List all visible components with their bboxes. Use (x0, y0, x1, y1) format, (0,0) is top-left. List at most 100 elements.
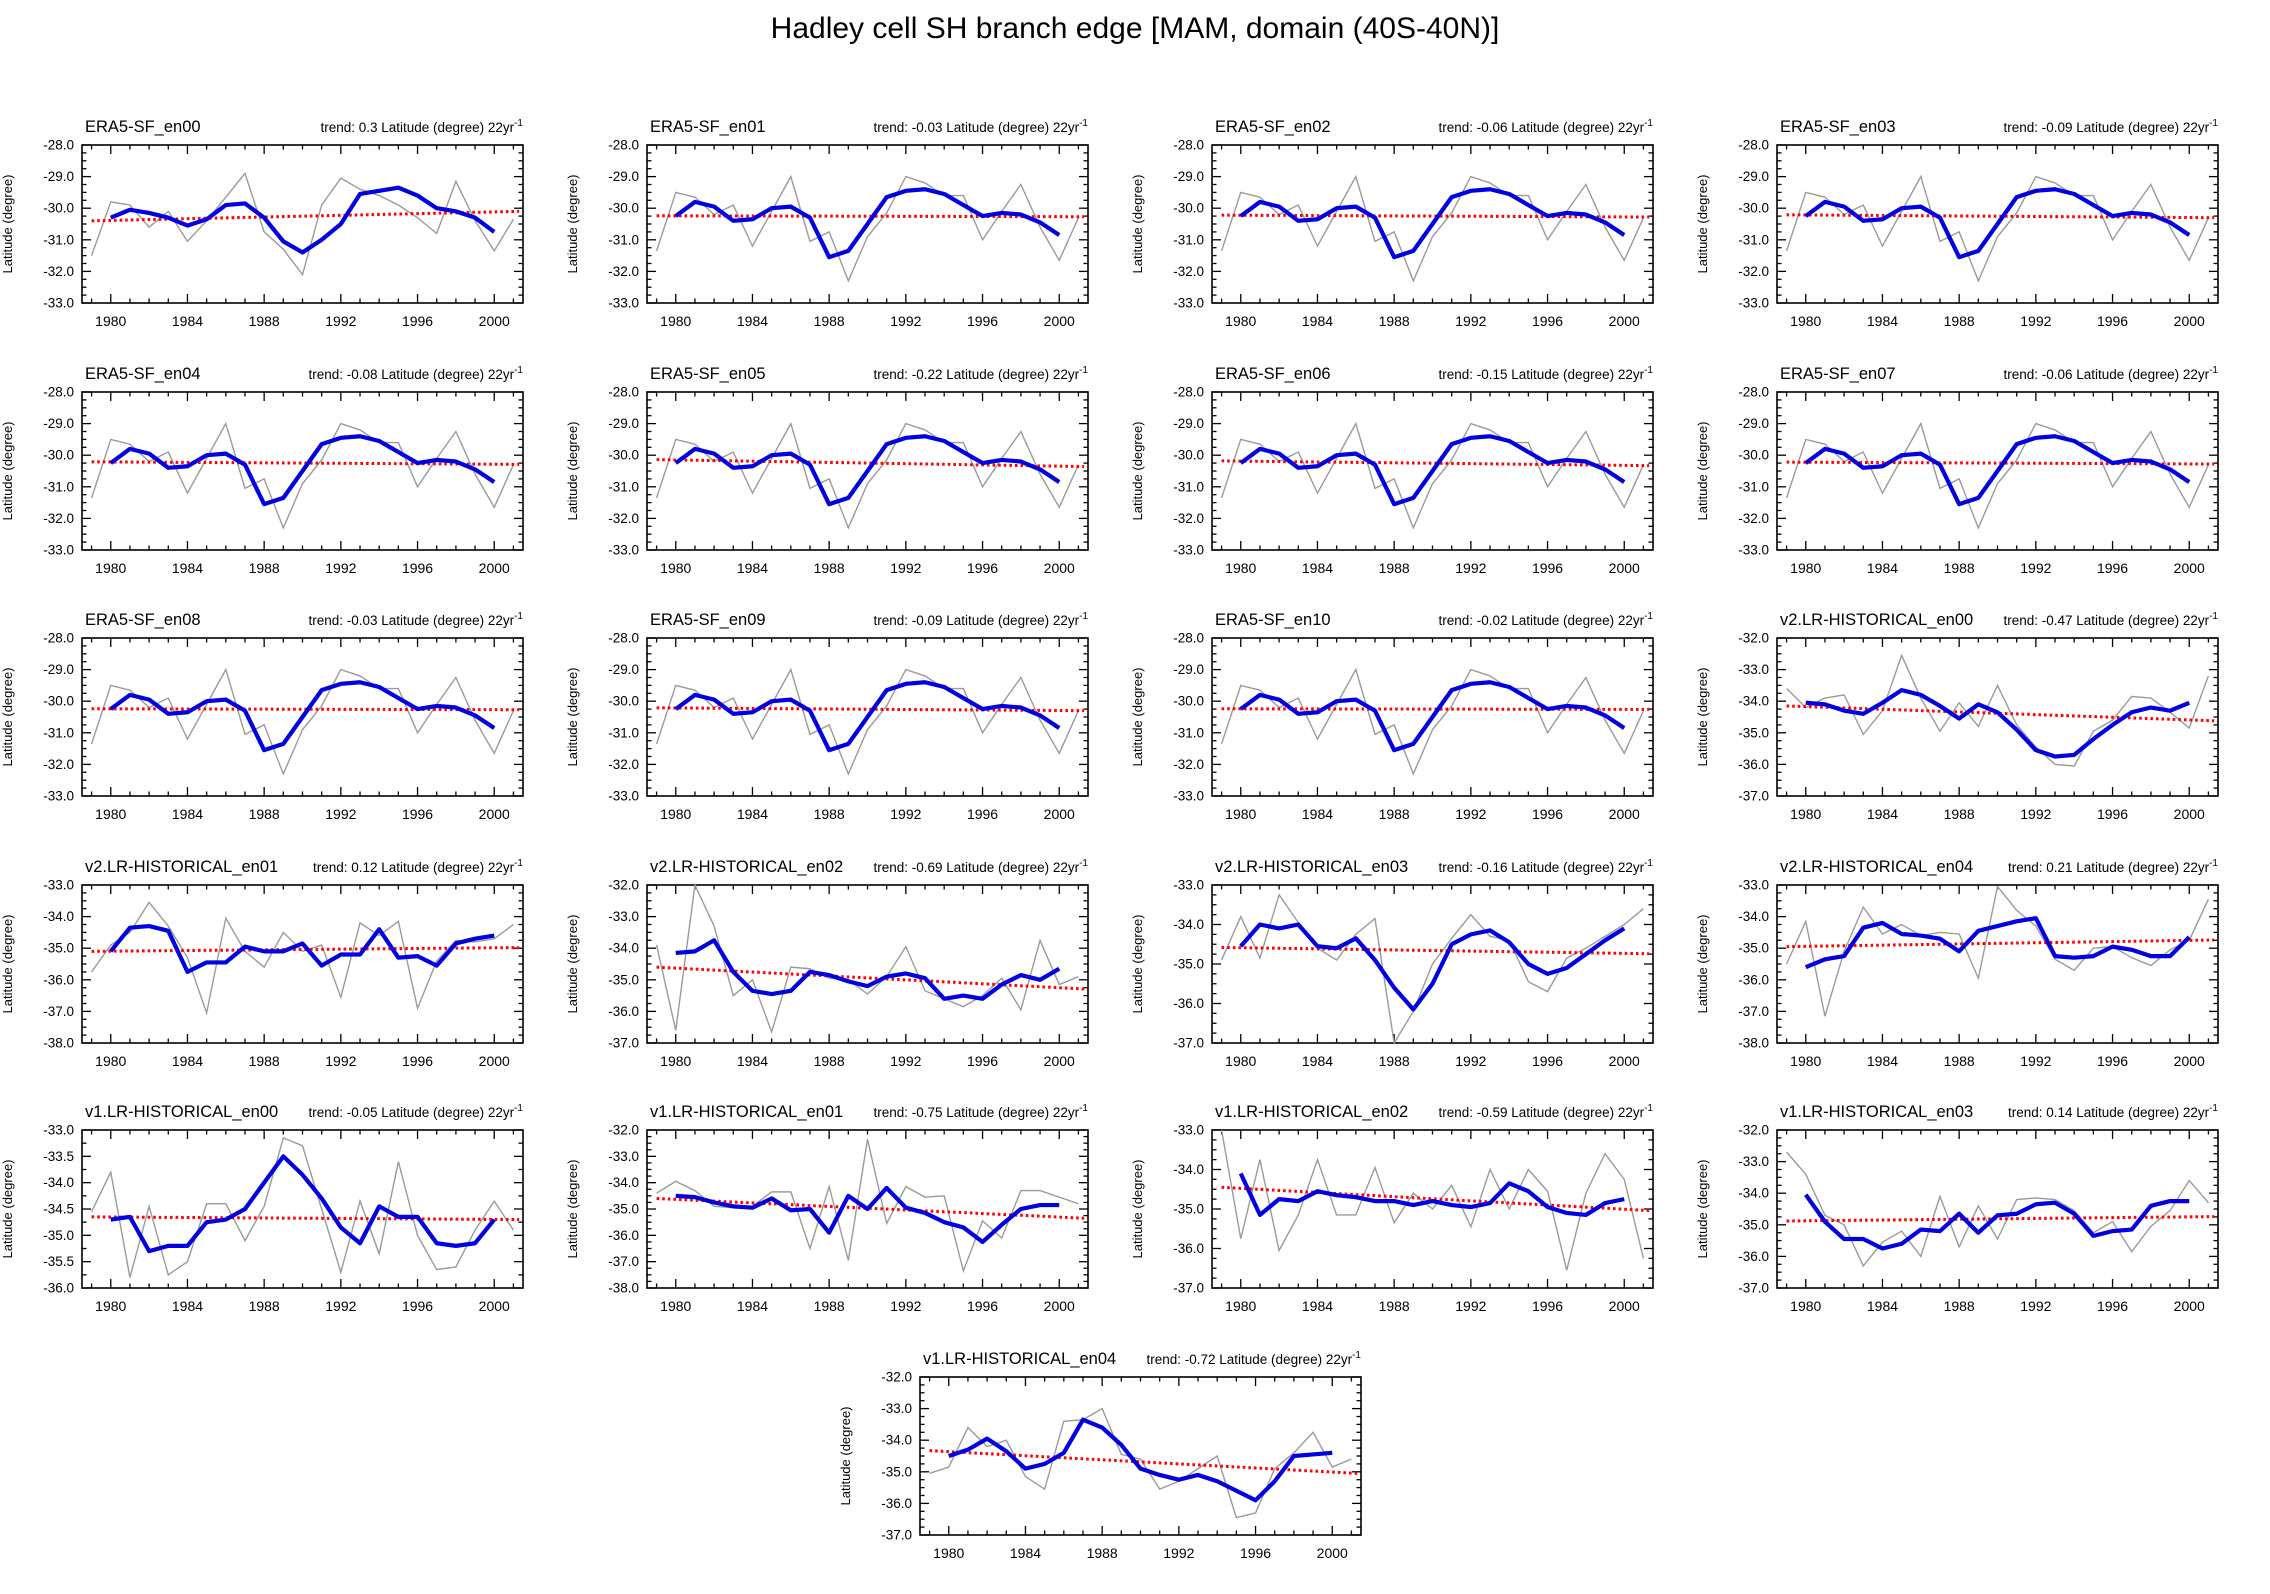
x-tick-label: 2000 (1609, 806, 1640, 822)
y-axis-label: Latitude (degree) (565, 667, 580, 766)
trend-line (1221, 213, 1650, 219)
x-tick-label: 1988 (1944, 313, 1975, 329)
plot-box (81, 144, 524, 304)
smoothed-line (109, 185, 496, 255)
panel-trend-label: trend: -0.15 Latitude (degree) 22yr-1 (1438, 365, 1653, 382)
x-tick-label: 1984 (1302, 806, 1333, 822)
x-tick-label: 2000 (2174, 560, 2205, 576)
smoothed-line (1239, 680, 1626, 753)
y-tick-label: -31.0 (608, 232, 639, 247)
x-tick-label: 1996 (2097, 313, 2128, 329)
panel-trend-label: trend: 0.12 Latitude (degree) 22yr-1 (313, 858, 523, 875)
y-tick-label: -31.0 (43, 725, 74, 740)
y-tick-label: -33.0 (1173, 296, 1204, 311)
y-tick-label: -35.0 (1738, 941, 1769, 956)
y-tick-label: -32.0 (43, 511, 74, 526)
panel-trend-label: trend: -0.03 Latitude (degree) 22yr-1 (873, 118, 1088, 135)
x-tick-label: 1992 (890, 560, 921, 576)
y-axis-label: Latitude (degree) (1695, 1159, 1710, 1258)
smoothed-line (674, 187, 1061, 260)
x-tick-label: 1984 (1302, 1298, 1333, 1314)
smoothed-line (109, 434, 496, 507)
x-tick-label: 1996 (967, 1053, 998, 1069)
y-tick-label: -36.0 (1173, 1241, 1204, 1256)
x-tick-label: 1980 (1790, 313, 1821, 329)
x-tick-label: 1992 (1163, 1545, 1194, 1561)
y-tick-label: -33.0 (1738, 543, 1769, 558)
panel-chart: ERA5-SF_en04 trend: -0.08 Latitude (degre… (0, 365, 524, 576)
x-tick-label: 1980 (933, 1545, 964, 1561)
smoothed-line (1239, 434, 1626, 507)
y-tick-label: -36.0 (1738, 757, 1769, 772)
smoothed-line (1804, 1193, 2190, 1251)
y-tick-label: -36.0 (43, 1281, 74, 1296)
x-tick-label: 1996 (1532, 1298, 1563, 1314)
x-tick-label: 1996 (1532, 560, 1563, 576)
panel-v1.LR-HISTORICAL_en02: v1.LR-HISTORICAL_en02 trend: -0.59 Latitu… (1112, 1095, 1677, 1330)
x-tick-label: 1988 (1944, 806, 1975, 822)
x-tick-label: 1996 (967, 806, 998, 822)
trend-line (1221, 1185, 1650, 1213)
smoothed-line (109, 923, 495, 975)
y-tick-label: -30.0 (43, 201, 74, 216)
y-tick-label: -29.0 (608, 662, 639, 677)
panel-chart: ERA5-SF_en08 trend: -0.03 Latitude (degre… (0, 611, 524, 822)
x-tick-label: 1992 (890, 1298, 921, 1314)
y-tick-label: -34.0 (43, 909, 74, 924)
x-tick-label: 1980 (660, 560, 691, 576)
y-tick-label: -29.0 (1173, 416, 1204, 431)
panel-title: ERA5-SF_en02 (1215, 118, 1331, 136)
y-tick-label: -31.0 (43, 232, 74, 247)
panel-ERA5-SF_en03: ERA5-SF_en03 trend: -0.09 Latitude (degre… (1677, 110, 2242, 345)
panel-title: ERA5-SF_en05 (650, 365, 766, 383)
x-tick-label: 1988 (1087, 1545, 1118, 1561)
y-tick-label: -34.0 (1173, 1162, 1204, 1177)
panel-v2.LR-HISTORICAL_en04: v2.LR-HISTORICAL_en04 trend: 0.21 Latitud… (1677, 850, 2242, 1085)
y-tick-label: -36.0 (881, 1496, 912, 1511)
panel-title: v1.LR-HISTORICAL_en01 (650, 1103, 843, 1121)
trend-line (1786, 1215, 2215, 1223)
y-tick-label: -33.0 (43, 1123, 74, 1138)
y-tick-label: -33.0 (608, 909, 639, 924)
x-tick-label: 1980 (660, 313, 691, 329)
y-tick-label: -36.0 (1173, 996, 1204, 1011)
panel-chart: v1.LR-HISTORICAL_en02 trend: -0.59 Latitu… (1130, 1103, 1654, 1314)
panel-chart: v1.LR-HISTORICAL_en04 trend: -0.72 Latitu… (838, 1350, 1362, 1561)
x-tick-label: 1992 (1455, 313, 1486, 329)
panel-ERA5-SF_en10: ERA5-SF_en10 trend: -0.02 Latitude (degre… (1112, 603, 1677, 838)
annual-line (1220, 421, 1645, 530)
x-tick-label: 1992 (325, 1298, 356, 1314)
y-tick-label: -32.0 (1173, 511, 1204, 526)
panel-trend-label: trend: -0.08 Latitude (degree) 22yr-1 (308, 365, 523, 382)
panel-ERA5-SF_en04: ERA5-SF_en04 trend: -0.08 Latitude (degre… (0, 357, 547, 592)
y-tick-label: -30.0 (1738, 201, 1769, 216)
x-tick-label: 1980 (95, 560, 126, 576)
y-tick-label: -36.0 (1738, 1249, 1769, 1264)
x-tick-label: 1984 (1302, 1053, 1333, 1069)
y-tick-label: -29.0 (1173, 169, 1204, 184)
y-axis-label: Latitude (degree) (1695, 667, 1710, 766)
y-tick-label: -28.0 (1173, 138, 1204, 153)
y-tick-label: -28.0 (608, 631, 639, 646)
x-tick-label: 1980 (1790, 1053, 1821, 1069)
annual-line (1786, 1151, 2209, 1268)
x-tick-label: 1992 (2020, 806, 2051, 822)
panel-v1.LR-HISTORICAL_en00: v1.LR-HISTORICAL_en00 trend: -0.05 Latitu… (0, 1095, 547, 1330)
panel-title: ERA5-SF_en06 (1215, 365, 1331, 383)
y-tick-label: -28.0 (1173, 385, 1204, 400)
y-tick-label: -33.0 (608, 789, 639, 804)
y-axis-label: Latitude (degree) (0, 174, 15, 273)
trend-line (656, 214, 1085, 219)
panel-chart: ERA5-SF_en10 trend: -0.02 Latitude (degre… (1130, 611, 1654, 822)
annual-line (90, 172, 515, 277)
panel-v2.LR-HISTORICAL_en03: v2.LR-HISTORICAL_en03 trend: -0.16 Latitu… (1112, 850, 1677, 1085)
panel-trend-label: trend: -0.47 Latitude (degree) 22yr-1 (2003, 611, 2218, 628)
y-axis-label: Latitude (degree) (1130, 1159, 1145, 1258)
y-tick-label: -34.0 (1738, 1186, 1769, 1201)
panel-chart: v2.LR-HISTORICAL_en04 trend: 0.21 Latitud… (1695, 858, 2219, 1069)
y-tick-label: -32.0 (608, 757, 639, 772)
panel-title: v2.LR-HISTORICAL_en02 (650, 858, 843, 876)
x-tick-label: 1996 (967, 313, 998, 329)
x-tick-label: 1984 (1010, 1545, 1041, 1561)
x-tick-label: 1992 (325, 313, 356, 329)
